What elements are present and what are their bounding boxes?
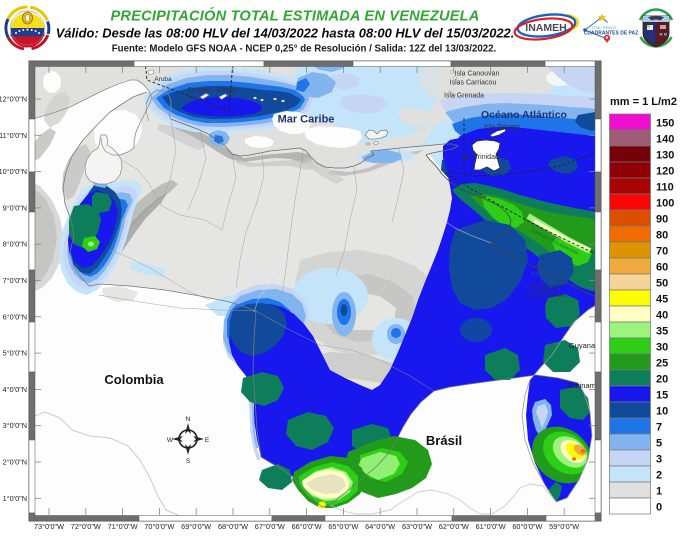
svg-text:Isla Grenada: Isla Grenada [444,93,484,100]
svg-text:Bonaire: Bonaire [216,87,238,94]
svg-text:68°0'0"W: 68°0'0"W [218,522,248,531]
svg-text:65°0'0"W: 65°0'0"W [328,522,358,531]
svg-text:E: E [205,437,210,444]
svg-text:64°0'0"W: 64°0'0"W [365,522,395,531]
svg-text:Válido: Desde las 08:00 HLV de: Válido: Desde las 08:00 HLV del 14/03/20… [56,26,515,41]
svg-text:2: 2 [656,470,662,482]
svg-text:140: 140 [656,134,674,146]
svg-text:INAMEH: INAMEH [525,22,566,34]
svg-text:60°0'0"W: 60°0'0"W [512,522,542,531]
svg-text:130: 130 [656,150,674,162]
svg-text:CUADRANTES DE PAZ: CUADRANTES DE PAZ [584,31,638,37]
svg-text:20: 20 [656,374,668,386]
svg-text:30: 30 [656,342,668,354]
svg-text:6°0'0"N: 6°0'0"N [3,312,27,321]
svg-text:Isla Trinidad: Isla Trinidad [461,154,499,161]
svg-text:3°0'0"N: 3°0'0"N [3,421,27,430]
svg-text:W: W [167,437,174,444]
svg-text:Fuente: Modelo GFS NOAA - NCEP: Fuente: Modelo GFS NOAA - NCEP 0,25° de … [112,44,497,55]
svg-text:mm = 1 L/m2: mm = 1 L/m2 [610,96,677,108]
svg-text:80: 80 [656,230,668,242]
svg-text:Suriname: Suriname [568,381,600,390]
svg-text:Sujeto al acuerdo: Sujeto al acuerdo [529,283,562,288]
svg-text:100: 100 [656,198,674,210]
svg-text:Colombia: Colombia [104,372,164,387]
svg-text:70: 70 [656,246,668,258]
svg-text:10°0'0"N: 10°0'0"N [0,167,27,176]
svg-text:Isla Tobago: Isla Tobago [484,124,520,131]
svg-text:Océano Atlántico: Océano Atlántico [481,109,567,121]
svg-text:62°0'0"W: 62°0'0"W [439,522,469,531]
svg-text:12°0'0"N: 12°0'0"N [0,95,27,104]
svg-text:1: 1 [656,486,662,498]
svg-text:Esequibo: Esequibo [531,271,558,277]
svg-text:61°0'0"W: 61°0'0"W [476,522,506,531]
svg-text:40: 40 [656,310,668,322]
svg-text:17 de febrero de 1966: 17 de febrero de 1966 [524,293,566,298]
svg-text:Curazao: Curazao [187,87,211,94]
svg-text:PRECIPITACIÓN TOTAL ESTIMADA E: PRECIPITACIÓN TOTAL ESTIMADA EN VENEZUEL… [110,7,479,25]
svg-text:Aruba: Aruba [154,76,172,83]
svg-text:Brásil: Brásil [426,433,462,448]
svg-text:5: 5 [656,438,662,450]
svg-text:73°0'0"W: 73°0'0"W [34,522,64,531]
svg-text:3: 3 [656,454,662,466]
svg-text:25: 25 [656,358,668,370]
svg-text:35: 35 [656,326,668,338]
svg-text:110: 110 [656,182,674,194]
svg-text:7°0'0"N: 7°0'0"N [3,276,27,285]
svg-text:11°0'0"N: 11°0'0"N [0,131,27,140]
svg-text:7: 7 [656,422,662,434]
svg-text:90: 90 [656,214,668,226]
svg-text:Islas Carriacou: Islas Carriacou [450,80,497,87]
svg-text:72°0'0"W: 72°0'0"W [71,522,101,531]
svg-text:60: 60 [656,262,668,274]
svg-text:8°0'0"N: 8°0'0"N [3,240,27,249]
svg-text:4°0'0"N: 4°0'0"N [3,385,27,394]
svg-text:63°0'0"W: 63°0'0"W [402,522,432,531]
svg-text:66°0'0"W: 66°0'0"W [292,522,322,531]
svg-text:10: 10 [656,406,668,418]
svg-text:71°0'0"W: 71°0'0"W [108,522,138,531]
svg-text:120: 120 [656,166,674,178]
svg-text:Guyana: Guyana [569,341,596,350]
svg-text:S: S [186,458,191,465]
svg-text:5°0'0"N: 5°0'0"N [3,349,27,358]
svg-text:67°0'0"W: 67°0'0"W [255,522,285,531]
svg-text:0: 0 [656,502,662,514]
svg-text:9°0'0"N: 9°0'0"N [3,203,27,212]
svg-text:de Ginebra del: de Ginebra del [531,288,559,293]
svg-text:59°0'0"W: 59°0'0"W [549,522,579,531]
svg-text:50: 50 [656,278,668,290]
svg-text:2°0'0"N: 2°0'0"N [3,458,27,467]
svg-text:1°0'0"N: 1°0'0"N [3,494,27,503]
svg-text:Gran Misión: Gran Misión [592,25,617,30]
svg-text:Isla Canouvan: Isla Canouvan [455,71,500,78]
svg-text:N: N [186,416,191,423]
svg-text:70°0'0"W: 70°0'0"W [144,522,174,531]
svg-text:45: 45 [656,294,668,306]
svg-text:15: 15 [656,390,668,402]
svg-text:Mar Caribe: Mar Caribe [278,114,335,126]
svg-text:150: 150 [656,118,674,130]
svg-text:69°0'0"W: 69°0'0"W [181,522,211,531]
